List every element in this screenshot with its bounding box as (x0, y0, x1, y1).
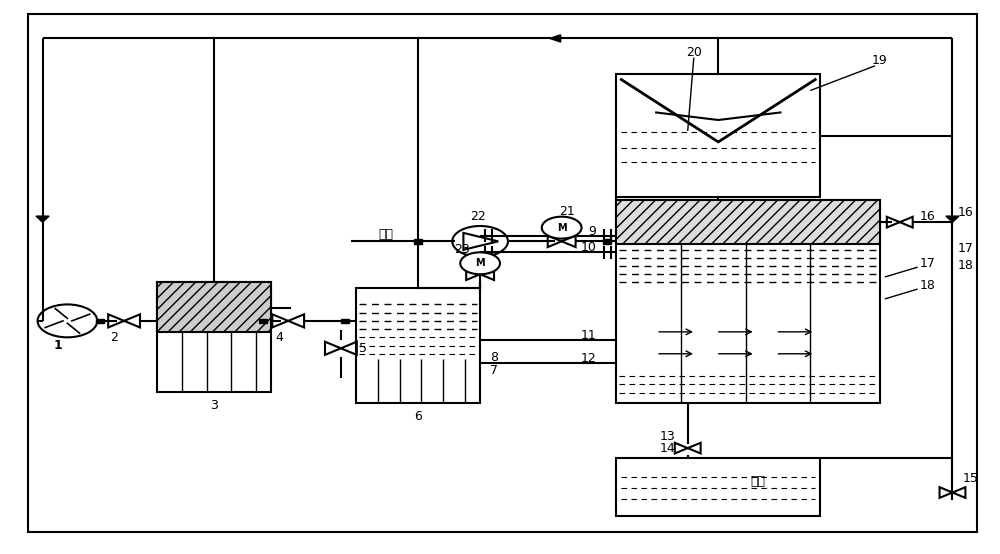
Text: 15: 15 (962, 473, 978, 485)
Bar (616, 458, 820, 516)
Text: 淡水: 淡水 (751, 475, 766, 488)
Bar (616, 200, 880, 244)
Bar (356, 288, 480, 403)
Text: 10: 10 (581, 242, 596, 254)
Circle shape (460, 252, 500, 274)
Text: 13: 13 (660, 429, 676, 443)
Text: 18: 18 (920, 279, 936, 292)
Text: 18: 18 (957, 259, 973, 271)
Text: 海水: 海水 (378, 228, 393, 241)
Text: M: M (475, 258, 485, 268)
Text: 17: 17 (920, 257, 936, 270)
Bar (157, 283, 271, 332)
Polygon shape (259, 319, 267, 323)
Text: 18: 18 (0, 553, 1, 554)
Polygon shape (341, 319, 349, 323)
Text: 3: 3 (210, 399, 218, 412)
Polygon shape (36, 216, 49, 222)
Text: 6: 6 (414, 411, 422, 423)
Polygon shape (603, 239, 611, 244)
Text: 16: 16 (920, 210, 935, 223)
Text: 16: 16 (0, 553, 1, 554)
Text: 20: 20 (686, 45, 702, 59)
Polygon shape (414, 239, 422, 244)
Text: 12: 12 (581, 352, 596, 365)
Polygon shape (550, 35, 561, 42)
Text: 17: 17 (0, 553, 1, 554)
Text: 22: 22 (470, 210, 486, 223)
Text: 23: 23 (454, 243, 470, 256)
Circle shape (542, 217, 582, 239)
Text: 1: 1 (53, 339, 62, 352)
Text: 17: 17 (957, 242, 973, 255)
Polygon shape (946, 216, 959, 222)
Bar (616, 74, 820, 197)
Text: 8: 8 (490, 351, 498, 363)
Text: 16: 16 (957, 207, 973, 219)
Text: 14: 14 (660, 442, 676, 455)
Text: 5: 5 (359, 342, 367, 355)
Text: 4: 4 (275, 331, 283, 344)
Text: 11: 11 (581, 329, 596, 342)
Text: 9: 9 (589, 225, 596, 238)
Bar (157, 283, 271, 392)
Polygon shape (96, 319, 104, 323)
Text: 7: 7 (490, 365, 498, 377)
Text: 19: 19 (872, 54, 888, 67)
Text: 21: 21 (559, 204, 575, 218)
Bar (616, 200, 880, 403)
Text: M: M (557, 223, 566, 233)
Text: 2: 2 (110, 331, 118, 344)
